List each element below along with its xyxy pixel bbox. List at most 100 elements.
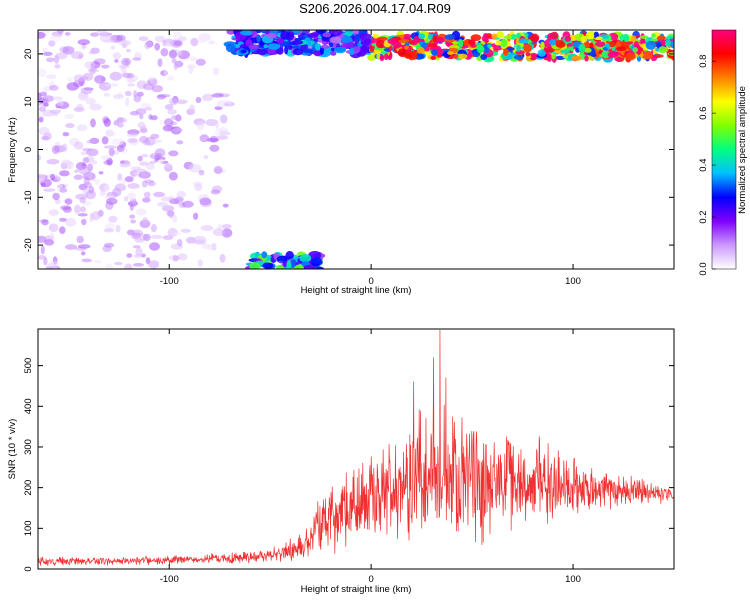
spectrogram-cell xyxy=(523,43,532,53)
spectrogram-cell xyxy=(88,50,96,55)
spectrogram-cell xyxy=(304,30,310,35)
spectrogram-cell xyxy=(149,160,157,165)
spectrogram-cell xyxy=(630,35,637,44)
spectrogram-cell xyxy=(444,34,456,40)
spectrogram-cell xyxy=(418,33,426,39)
spectrogram-cell xyxy=(329,36,342,44)
spectrogram-x-ticks: -100 0 100 xyxy=(160,30,581,287)
snr-y-ticks: 0 100 200 300 400 500 xyxy=(23,358,674,572)
spectrogram-cell xyxy=(156,94,166,100)
spectrogram-cell xyxy=(175,197,185,202)
spectrogram-cell xyxy=(595,41,606,47)
spectrogram-cell xyxy=(144,106,153,111)
spectrogram-cell xyxy=(626,41,634,45)
spectrogram-cell xyxy=(49,109,62,114)
spectrogram-cell xyxy=(334,46,347,54)
spectrogram-cell xyxy=(320,44,330,49)
colorbar-tick-label: 0.2 xyxy=(698,210,709,223)
spectrogram-cell xyxy=(39,196,46,201)
spectrogram-cell xyxy=(424,38,430,44)
spectrogram-cell xyxy=(330,51,337,56)
spectrogram-cell xyxy=(154,148,166,158)
spectrogram-cell xyxy=(219,114,228,124)
spectrogram-cell xyxy=(430,55,437,60)
colorbar-tick-label: 0.0 xyxy=(698,262,709,275)
spectrogram-cell xyxy=(137,155,143,162)
y-tick-label: 0 xyxy=(23,566,34,571)
spectrogram-cell xyxy=(167,75,175,81)
spectrogram-cell xyxy=(210,189,221,195)
spectrogram-cell xyxy=(181,200,194,208)
spectrogram-cell xyxy=(168,171,178,181)
spectrogram-cell xyxy=(199,134,210,143)
spectrogram-cell xyxy=(139,113,144,120)
spectrogram-cell xyxy=(292,30,300,34)
spectrogram-cell xyxy=(132,263,144,267)
spectrogram-cell xyxy=(147,181,156,187)
spectrogram-cell xyxy=(312,257,322,265)
spectrogram-cell xyxy=(267,43,281,50)
spectrogram-cell xyxy=(142,197,151,203)
spectrogram-cell xyxy=(160,196,173,202)
spectrogram-cell xyxy=(148,76,154,82)
x-tick-label: -100 xyxy=(160,276,179,287)
spectrogram-cell xyxy=(500,38,508,48)
spectrogram-y-ticks: 20 10 0 -10 -20 xyxy=(23,49,674,252)
spectrogram-cell xyxy=(157,158,164,165)
spectrogram-cell xyxy=(256,34,261,43)
spectrogram-cell xyxy=(101,155,110,161)
spectrogram-cell xyxy=(364,39,372,43)
spectrogram-cell xyxy=(127,83,135,87)
spectrogram-cell xyxy=(451,41,459,45)
spectrogram-cell xyxy=(60,159,71,167)
spectrogram-cell xyxy=(352,46,361,53)
spectrogram-cell xyxy=(476,44,484,54)
spectrogram-cell xyxy=(148,260,160,269)
spectrogram-cell xyxy=(506,54,513,60)
spectrogram-cell xyxy=(45,263,58,269)
spectrogram-cell xyxy=(94,259,102,264)
spectrogram-cell xyxy=(470,34,482,42)
spectrogram-cell xyxy=(150,224,157,233)
spectrogram-cell xyxy=(180,228,191,233)
spectrogram-cell xyxy=(349,47,355,56)
spectrogram-cell xyxy=(447,51,454,55)
spectrogram-y-axis-label: Frequency (Hz) xyxy=(7,117,18,182)
spectrogram-cell xyxy=(421,41,427,49)
spectrogram-cell xyxy=(484,48,490,54)
spectrogram-cell xyxy=(263,44,268,48)
spectrogram-cell xyxy=(50,232,55,239)
spectrogram-cell xyxy=(78,93,88,99)
spectrogram-cell xyxy=(222,203,229,208)
spectrogram-cell xyxy=(530,53,538,57)
spectrogram-cell xyxy=(89,103,102,111)
spectrogram-cell xyxy=(49,34,62,42)
spectrogram-cell xyxy=(525,52,531,57)
spectrogram-cell xyxy=(197,259,203,268)
spectrogram-cell xyxy=(163,38,174,47)
spectrogram-cell xyxy=(189,104,196,114)
spectrogram-cell xyxy=(165,163,171,169)
colorbar-tick-label: 0.6 xyxy=(698,107,709,120)
spectrogram-cell xyxy=(40,182,46,187)
spectrogram-cell xyxy=(195,58,206,66)
spectrogram-cell xyxy=(160,48,169,57)
spectrogram-cell xyxy=(219,253,226,263)
spectrogram-cell xyxy=(124,176,134,183)
spectrogram-cell xyxy=(64,32,71,36)
spectrogram-cell xyxy=(77,39,91,46)
spectrogram-cell xyxy=(344,31,354,36)
spectrogram-cell xyxy=(139,135,149,144)
spectrogram-cell xyxy=(453,54,459,59)
spectrogram-cell xyxy=(491,43,496,48)
spectrogram-cell xyxy=(175,99,188,105)
spectrogram-cell xyxy=(139,128,148,134)
spectrogram-cell xyxy=(82,157,90,164)
x-tick-label: -100 xyxy=(160,574,179,585)
spectrogram-cell xyxy=(38,31,46,39)
spectrogram-cell xyxy=(151,85,163,93)
spectrogram-cell xyxy=(106,157,113,166)
spectrogram-cell xyxy=(80,151,87,156)
spectrogram-cell xyxy=(215,119,219,129)
